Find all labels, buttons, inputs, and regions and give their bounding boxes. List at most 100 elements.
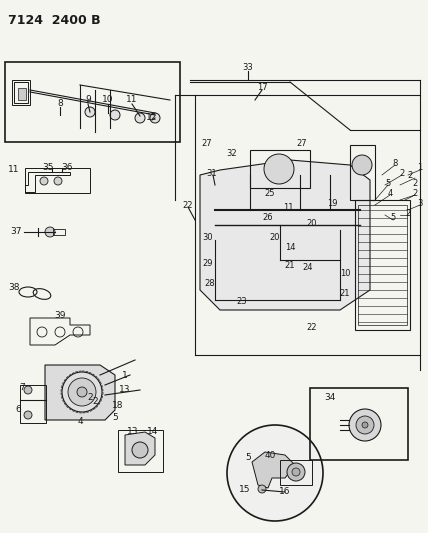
Bar: [358, 205, 407, 325]
Bar: [310, 388, 408, 460]
Text: 5: 5: [112, 414, 118, 423]
Text: 28: 28: [205, 279, 215, 287]
Text: 21: 21: [285, 261, 295, 270]
Text: 10: 10: [340, 269, 350, 278]
Text: 8: 8: [392, 158, 398, 167]
Circle shape: [45, 227, 55, 237]
Circle shape: [356, 416, 374, 434]
Circle shape: [227, 425, 323, 521]
Text: 11: 11: [8, 166, 20, 174]
Bar: [25, 168, 90, 193]
Text: 2: 2: [87, 393, 93, 402]
Circle shape: [349, 409, 381, 441]
Text: 5: 5: [245, 454, 251, 463]
Text: 19: 19: [327, 198, 337, 207]
Text: 35: 35: [42, 164, 54, 173]
Polygon shape: [200, 160, 370, 310]
Bar: [350, 145, 375, 200]
Text: 13: 13: [127, 427, 139, 437]
Text: 1: 1: [417, 164, 422, 173]
Text: 4: 4: [77, 417, 83, 426]
Circle shape: [40, 177, 48, 185]
Text: 2: 2: [405, 208, 410, 217]
Text: 2: 2: [412, 179, 418, 188]
Bar: [12, 80, 30, 105]
Bar: [280, 460, 312, 485]
Text: 30: 30: [203, 233, 213, 243]
Text: 11: 11: [126, 95, 138, 104]
Text: 2: 2: [412, 189, 418, 198]
Text: 3: 3: [417, 198, 423, 207]
Text: 20: 20: [270, 233, 280, 243]
Text: 7124  2400 B: 7124 2400 B: [8, 14, 101, 27]
Text: 27: 27: [202, 139, 212, 148]
Circle shape: [68, 378, 96, 406]
Polygon shape: [252, 452, 295, 488]
Text: 29: 29: [203, 259, 213, 268]
Circle shape: [362, 422, 368, 428]
Bar: [53, 229, 65, 235]
Text: 17: 17: [257, 84, 268, 93]
Text: 21: 21: [340, 288, 350, 297]
Text: 26: 26: [263, 214, 273, 222]
Circle shape: [150, 113, 160, 123]
Text: 40: 40: [265, 450, 276, 459]
Bar: [5, 62, 180, 142]
Circle shape: [24, 386, 32, 394]
Text: 22: 22: [183, 200, 193, 209]
Text: 32: 32: [227, 149, 237, 157]
Text: 9: 9: [85, 95, 91, 104]
Bar: [20, 385, 46, 423]
Text: 14: 14: [285, 244, 295, 253]
Circle shape: [85, 107, 95, 117]
Text: 39: 39: [54, 311, 66, 319]
Text: 31: 31: [207, 168, 217, 177]
Text: 15: 15: [239, 486, 251, 495]
Text: 34: 34: [324, 393, 336, 402]
Text: 33: 33: [243, 63, 253, 72]
Text: 6: 6: [15, 406, 21, 415]
Text: 16: 16: [279, 488, 291, 497]
Text: 2: 2: [399, 168, 404, 177]
Circle shape: [264, 154, 294, 184]
Text: 25: 25: [265, 189, 275, 198]
Circle shape: [110, 110, 120, 120]
Text: 4: 4: [387, 189, 392, 198]
Circle shape: [62, 372, 102, 412]
Text: 37: 37: [10, 228, 22, 237]
Text: 5: 5: [390, 214, 395, 222]
Text: 10: 10: [102, 95, 114, 104]
Text: 27: 27: [297, 139, 307, 148]
Circle shape: [287, 463, 305, 481]
Text: 7: 7: [19, 384, 25, 392]
Circle shape: [77, 387, 87, 397]
Circle shape: [292, 468, 300, 476]
Text: 18: 18: [112, 400, 124, 409]
Text: 5: 5: [385, 179, 391, 188]
Bar: [355, 200, 410, 330]
Text: 2: 2: [92, 398, 98, 407]
Text: 14: 14: [147, 427, 159, 437]
Circle shape: [352, 155, 372, 175]
Text: 36: 36: [61, 164, 73, 173]
Text: 24: 24: [303, 263, 313, 272]
Circle shape: [132, 442, 148, 458]
Text: 38: 38: [8, 284, 20, 293]
Circle shape: [135, 113, 145, 123]
Text: 1: 1: [122, 370, 128, 379]
Bar: [250, 150, 310, 188]
Circle shape: [258, 485, 266, 493]
Polygon shape: [125, 432, 155, 465]
Text: 12: 12: [146, 114, 158, 123]
Text: 2: 2: [407, 171, 413, 180]
Bar: [118, 430, 163, 472]
Text: 23: 23: [237, 297, 247, 306]
Text: 20: 20: [307, 219, 317, 228]
Bar: [18, 88, 26, 100]
Text: 11: 11: [283, 204, 293, 213]
Text: 8: 8: [57, 99, 63, 108]
Circle shape: [24, 411, 32, 419]
Circle shape: [54, 177, 62, 185]
Text: 13: 13: [119, 385, 131, 394]
Bar: [14, 82, 28, 103]
